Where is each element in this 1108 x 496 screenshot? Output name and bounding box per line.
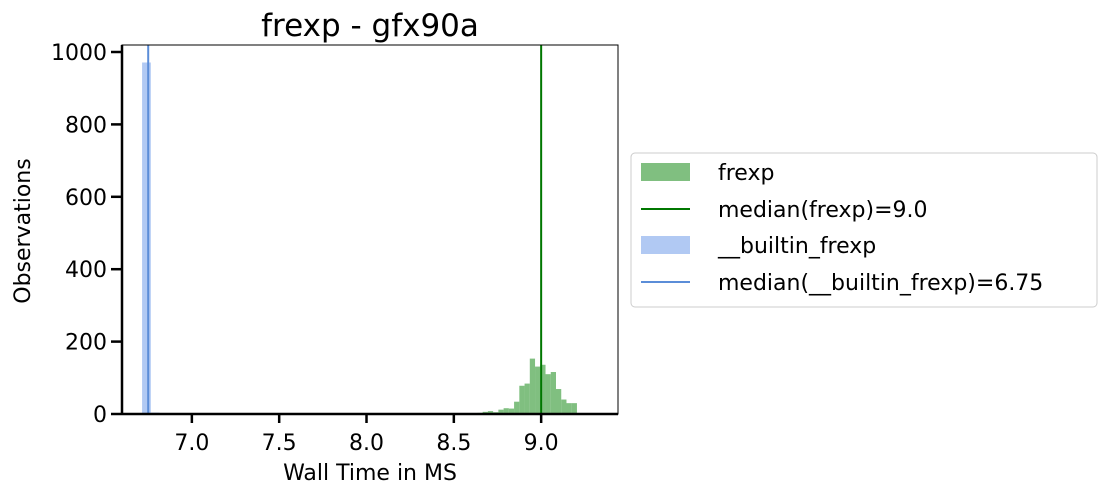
plot-frame <box>121 44 619 415</box>
legend: frexp median(frexp)=9.0 __builtin_frexpmed… <box>630 152 1098 308</box>
bar-frexp-8 <box>514 401 520 414</box>
y-axis: 0 200 400 600 800 1000 <box>51 41 124 428</box>
bar-frexp-14 <box>545 374 551 414</box>
y-tick-label: 200 <box>65 331 107 356</box>
legend-frame <box>630 152 1098 308</box>
histogram-bars <box>142 62 577 414</box>
legend-label-3: median(__builtin_frexp)=6.75 <box>718 271 1043 296</box>
x-axis-label: Wall Time in MS <box>283 461 457 486</box>
chart-title: frexp - gfx90a <box>261 8 479 44</box>
legend-label-1: median(frexp)=9.0 <box>718 198 928 223</box>
bar-frexp-15 <box>550 372 556 414</box>
x-axis: 7.0 7.5 8.0 8.5 9.0 <box>122 412 618 456</box>
x-tick-label: 9.0 <box>524 431 559 456</box>
bar-frexp-11 <box>529 358 536 414</box>
bar-frexp-5 <box>498 409 504 414</box>
bar-frexp-16 <box>556 389 562 414</box>
y-tick-label: 800 <box>65 113 107 138</box>
bar-frexp-7 <box>508 408 515 414</box>
x-tick-label: 7.5 <box>262 431 297 456</box>
bar-frexp-10 <box>524 383 530 414</box>
bar-frexp-6 <box>503 408 509 414</box>
legend-swatch-2 <box>641 236 690 254</box>
bar-frexp-17 <box>561 399 567 414</box>
legend-label-2: __builtin_frexp <box>717 234 876 259</box>
bar-frexp-19 <box>571 403 577 414</box>
plot-area <box>121 44 619 415</box>
bar-frexp-3 <box>487 411 494 414</box>
bar-builtin-frexp-0 <box>142 62 151 414</box>
legend-swatch-0 <box>641 163 690 181</box>
x-tick-label: 8.0 <box>349 431 384 456</box>
y-tick-label: 400 <box>65 258 107 283</box>
bar-frexp-12 <box>535 366 541 414</box>
bar-frexp-9 <box>519 385 525 414</box>
y-axis-label: Observations <box>11 158 36 303</box>
median-lines <box>147 45 543 414</box>
y-tick-label: 0 <box>93 403 107 428</box>
bar-frexp-18 <box>566 403 572 414</box>
y-tick-label: 1000 <box>51 41 107 66</box>
legend-label-0: frexp <box>718 161 774 186</box>
y-tick-label: 600 <box>65 186 107 211</box>
x-tick-label: 7.0 <box>174 431 209 456</box>
x-tick-label: 8.5 <box>436 431 471 456</box>
bar-frexp-13 <box>540 364 546 414</box>
